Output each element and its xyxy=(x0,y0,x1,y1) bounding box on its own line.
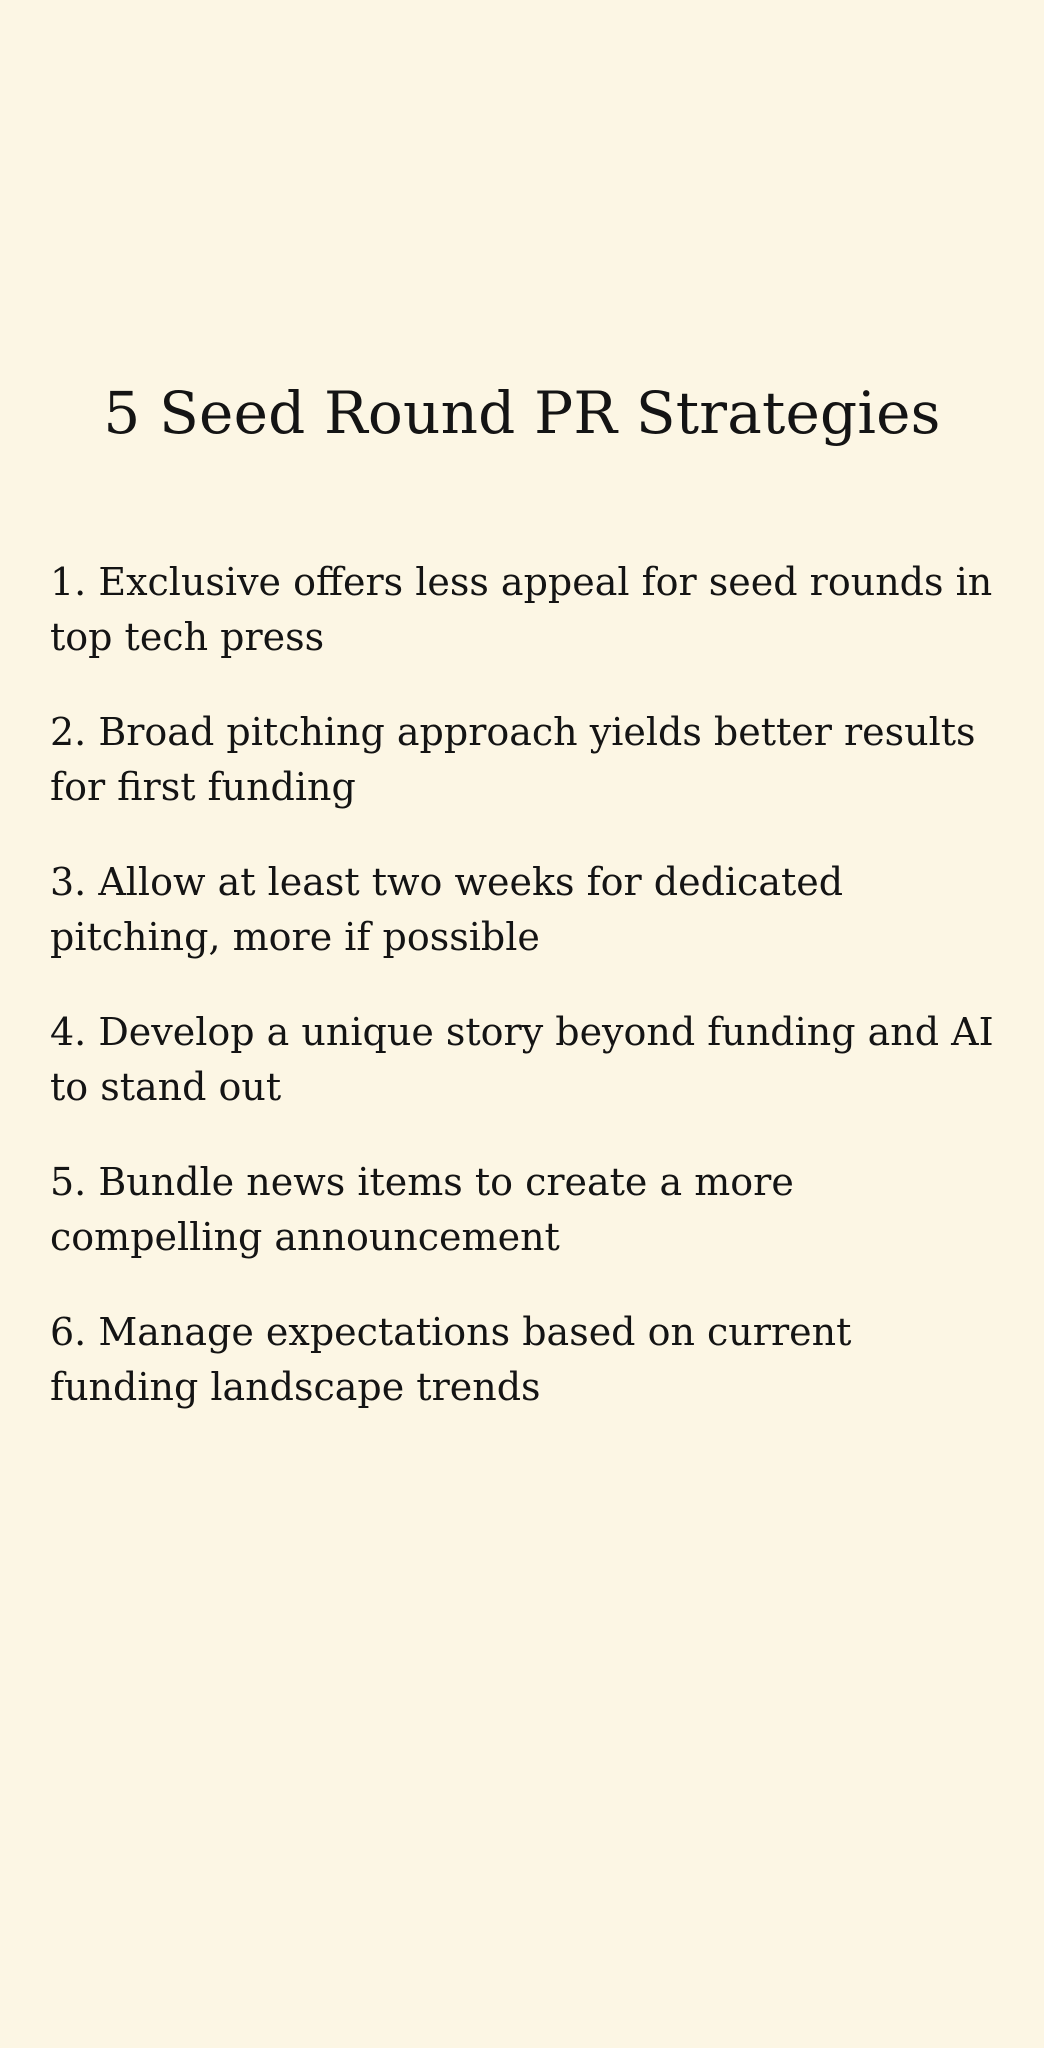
list-item: 5. Bundle news items to create a more co… xyxy=(50,1160,794,1259)
list-item: 6. Manage expectations based on current … xyxy=(50,1310,852,1409)
list-item: 3. Allow at least two weeks for dedicate… xyxy=(50,860,844,959)
list-item: 2. Broad pitching approach yields better… xyxy=(50,710,976,809)
strategy-list: 1. Exclusive offers less appeal for seed… xyxy=(50,555,1000,1455)
list-item: 4. Develop a unique story beyond funding… xyxy=(50,1010,994,1109)
page-title: 5 Seed Round PR Strategies xyxy=(103,379,941,447)
list-item: 1. Exclusive offers less appeal for seed… xyxy=(50,560,993,659)
